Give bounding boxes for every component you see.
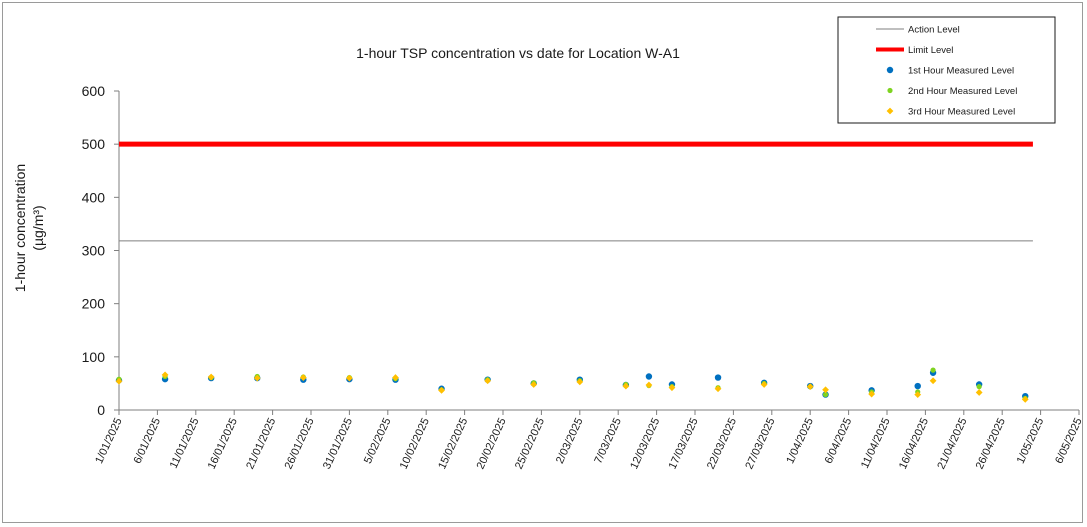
data-point — [714, 385, 722, 393]
x-tick-label: 26/01/2025 — [283, 416, 317, 471]
x-tick-label: 16/04/2025 — [897, 416, 931, 471]
legend-label: Limit Level — [908, 45, 953, 56]
data-point — [346, 374, 353, 382]
data-point — [645, 381, 653, 389]
data-point — [929, 377, 937, 385]
x-tick-label: 6/04/2025 — [823, 416, 855, 465]
y-tick-label: 600 — [82, 83, 106, 99]
y-tick-label: 200 — [82, 296, 106, 312]
x-tick-label: 16/01/2025 — [206, 416, 240, 471]
legend-swatch — [887, 87, 893, 94]
legend-label: 2nd Hour Measured Level — [908, 86, 1017, 97]
legend-label: Action Level — [908, 25, 960, 36]
data-point — [299, 374, 307, 381]
x-tick-label: 10/02/2025 — [398, 416, 432, 471]
data-point — [576, 378, 584, 386]
data-point — [115, 377, 123, 385]
data-point — [714, 374, 722, 381]
y-tick-label: 500 — [82, 136, 106, 152]
x-tick-label: 31/01/2025 — [321, 416, 355, 471]
data-point — [438, 386, 445, 394]
x-tick-label: 11/01/2025 — [168, 416, 202, 470]
x-tick-label: 1/05/2025 — [1015, 416, 1047, 465]
data-point — [207, 373, 215, 381]
x-tick-label: 26/04/2025 — [974, 416, 1008, 471]
x-tick-label: 21/01/2025 — [244, 416, 278, 471]
data-point — [914, 382, 921, 390]
legend-label: 3rd Hour Measured Level — [908, 107, 1015, 118]
x-tick-label: 1/01/2025 — [93, 416, 125, 465]
x-tick-label: 12/03/2025 — [628, 416, 662, 471]
legend-box — [837, 16, 1056, 124]
x-tick-label: 17/03/2025 — [667, 416, 701, 471]
data-point — [253, 374, 261, 382]
data-point — [645, 373, 653, 380]
legend-swatch — [886, 107, 894, 115]
x-tick-label: 25/02/2025 — [513, 416, 547, 471]
chart-title: 1-hour TSP concentration vs date for Loc… — [356, 45, 680, 61]
y-tick-label: 0 — [97, 402, 105, 418]
data-point — [822, 386, 829, 394]
x-tick-label: 6/01/2025 — [132, 416, 164, 465]
data-point — [161, 371, 169, 379]
x-tick-label: 7/03/2025 — [592, 416, 624, 465]
data-point — [914, 391, 922, 398]
data-point — [976, 384, 982, 390]
x-tick-label: 15/02/2025 — [436, 416, 470, 471]
y-tick-label: 300 — [82, 243, 106, 259]
x-tick-label: 22/03/2025 — [705, 416, 739, 471]
x-tick-label: 11/04/2025 — [859, 416, 893, 470]
data-point — [530, 381, 538, 388]
x-tick-label: 20/02/2025 — [475, 416, 509, 471]
x-tick-label: 21/04/2025 — [935, 416, 969, 471]
legend-swatch — [886, 66, 894, 74]
y-tick-label: 400 — [82, 189, 106, 205]
data-point — [975, 389, 983, 396]
x-tick-label: 1/04/2025 — [784, 416, 816, 465]
data-point — [1021, 395, 1029, 403]
x-tick-label: 2/03/2025 — [554, 416, 586, 465]
x-tick-label: 5/02/2025 — [362, 416, 394, 465]
series-1 — [115, 369, 1029, 400]
legend-label: 1st Hour Measured Level — [908, 66, 1014, 77]
y-axis-label: 1-hour concentration (µg/m³) — [12, 164, 46, 292]
y-axis-label-line1: 1-hour concentration — [12, 164, 28, 292]
series-2 — [116, 367, 1028, 401]
legend: Action Level Limit Level 1st Hour Measured… — [837, 16, 1056, 124]
x-tick-label: 6/05/2025 — [1053, 416, 1084, 465]
y-axis-label-line2: (µg/m³) — [30, 205, 46, 250]
data-point — [822, 391, 829, 398]
x-tick-label: 27/03/2025 — [743, 416, 777, 471]
y-tick-label: 100 — [82, 349, 106, 365]
data-point — [930, 367, 936, 373]
scatter-chart: 1-hour TSP concentration vs date for Loc… — [12, 16, 1084, 471]
series-3 — [115, 371, 1029, 403]
